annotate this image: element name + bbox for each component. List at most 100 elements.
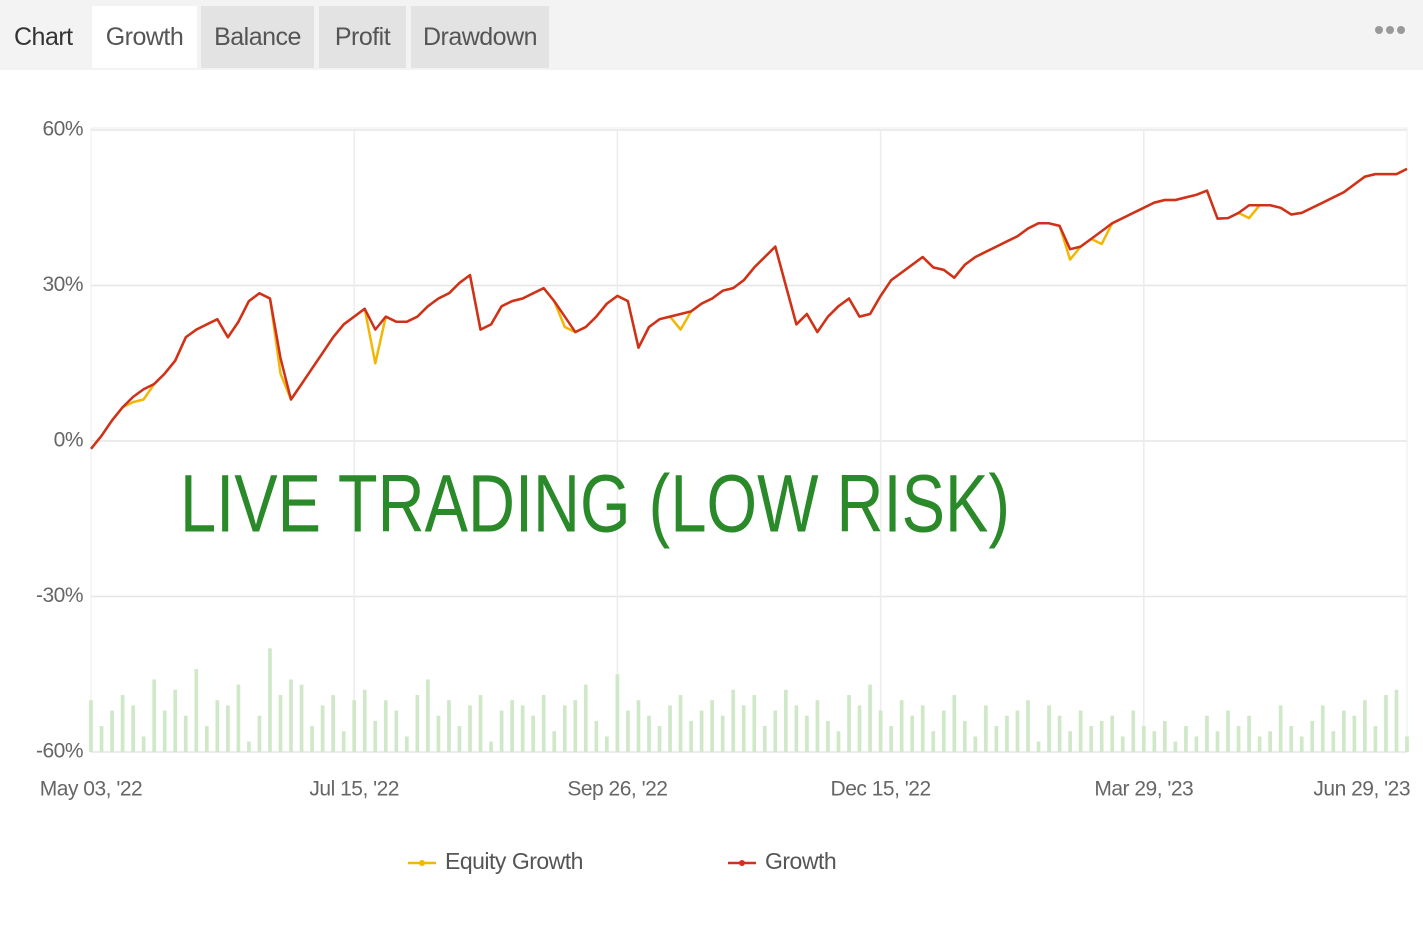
y-tick-label: 60% bbox=[42, 118, 83, 141]
bar bbox=[1036, 741, 1041, 752]
tab-bar-label: Chart bbox=[14, 23, 73, 51]
x-tick-label: Jul 15, '22 bbox=[309, 778, 399, 801]
bar bbox=[720, 715, 725, 752]
bar bbox=[383, 700, 388, 752]
plot-frame bbox=[90, 127, 1408, 753]
bar bbox=[204, 726, 209, 752]
tab[interactable]: Drawdown bbox=[411, 6, 549, 68]
bar bbox=[562, 705, 567, 752]
annotation: LIVE TRADING (LOW RISK) bbox=[180, 459, 1010, 550]
bar bbox=[668, 705, 672, 752]
bar bbox=[910, 715, 915, 752]
bar bbox=[1373, 726, 1378, 752]
bar bbox=[994, 726, 999, 752]
bar bbox=[710, 700, 714, 752]
x-tick-label: Mar 29, '23 bbox=[1094, 778, 1193, 801]
tab[interactable]: Growth bbox=[92, 6, 197, 68]
bar bbox=[415, 694, 420, 752]
bar bbox=[194, 669, 199, 752]
bar bbox=[457, 726, 462, 752]
bar bbox=[436, 715, 441, 752]
legend-marker bbox=[419, 860, 425, 866]
bar bbox=[162, 710, 167, 752]
bar bbox=[268, 648, 272, 752]
bar bbox=[1226, 710, 1230, 752]
bar bbox=[426, 679, 430, 752]
bar bbox=[689, 720, 693, 752]
y-tick-label: -60% bbox=[36, 740, 83, 763]
legend-item: Equity Growth bbox=[408, 848, 583, 874]
bar bbox=[1331, 731, 1336, 752]
tab[interactable]: Balance bbox=[201, 6, 314, 68]
bar bbox=[699, 710, 704, 752]
bar bbox=[1184, 726, 1188, 752]
bar bbox=[805, 715, 809, 752]
bar bbox=[636, 700, 641, 752]
bar bbox=[183, 715, 188, 752]
y-tick-label: 0% bbox=[54, 429, 83, 452]
bar bbox=[1099, 720, 1104, 752]
bar bbox=[678, 694, 683, 752]
bar bbox=[1384, 694, 1388, 752]
bar bbox=[868, 684, 872, 752]
bar bbox=[605, 736, 609, 752]
bar bbox=[931, 731, 936, 752]
series-line bbox=[90, 167, 1408, 450]
bar bbox=[815, 700, 820, 752]
bar bbox=[1026, 700, 1030, 752]
tab[interactable]: Profit bbox=[319, 6, 406, 68]
bar bbox=[1289, 726, 1294, 752]
bar bbox=[1299, 736, 1304, 752]
bar bbox=[352, 700, 357, 752]
legend-label: Equity Growth bbox=[445, 848, 583, 874]
bar bbox=[362, 689, 367, 752]
bar bbox=[447, 700, 451, 752]
bar bbox=[1141, 726, 1146, 752]
bar bbox=[973, 736, 978, 752]
bar bbox=[984, 705, 988, 752]
bar bbox=[1120, 736, 1125, 752]
bar bbox=[531, 715, 536, 752]
bar bbox=[173, 689, 178, 752]
bar bbox=[141, 736, 146, 752]
bar bbox=[89, 700, 93, 752]
bar bbox=[489, 741, 493, 752]
bar bbox=[573, 700, 578, 752]
x-tick-label: May 03, '22 bbox=[40, 778, 142, 801]
bar bbox=[278, 694, 283, 752]
bar bbox=[247, 741, 251, 752]
legend-item: Growth bbox=[728, 848, 837, 874]
bar bbox=[836, 731, 841, 752]
y-tick-label: 30% bbox=[42, 273, 83, 296]
bar bbox=[826, 720, 830, 752]
bar bbox=[257, 715, 262, 752]
bar bbox=[1047, 705, 1051, 752]
bar bbox=[341, 731, 346, 752]
x-tick-label: Dec 15, '22 bbox=[831, 778, 931, 801]
menu-button[interactable] bbox=[1372, 16, 1412, 46]
bar bbox=[1089, 726, 1094, 752]
bar bbox=[468, 705, 472, 752]
bar bbox=[1352, 715, 1357, 752]
bar bbox=[99, 726, 104, 752]
bar bbox=[1131, 710, 1136, 752]
bar bbox=[784, 689, 788, 752]
bar bbox=[857, 705, 862, 752]
bar bbox=[889, 726, 893, 752]
bar bbox=[499, 710, 504, 752]
bar bbox=[762, 726, 767, 752]
bar bbox=[941, 710, 946, 752]
series-line bbox=[90, 167, 1408, 450]
bar bbox=[1205, 715, 1209, 752]
bar bbox=[1236, 726, 1241, 752]
bar bbox=[583, 684, 588, 752]
bar bbox=[310, 726, 314, 752]
bar bbox=[552, 731, 557, 752]
legend-label: Growth bbox=[765, 848, 836, 874]
bar bbox=[1163, 720, 1167, 752]
bar bbox=[404, 736, 409, 752]
bar bbox=[226, 705, 230, 752]
bar bbox=[952, 694, 957, 752]
